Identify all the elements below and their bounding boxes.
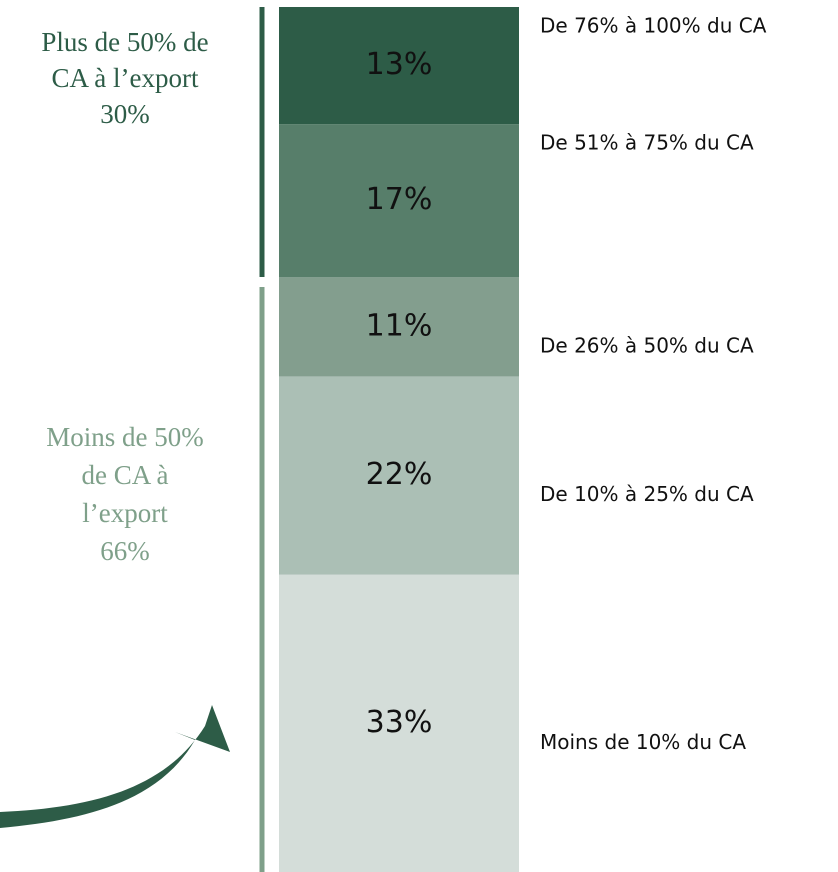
bar-segment: [279, 124, 519, 278]
value-label: 11%: [366, 308, 433, 343]
group-label: 66%: [100, 536, 150, 566]
legend-label: Moins de 10% du CA: [540, 730, 746, 754]
legend-label: De 76% à 100% du CA: [540, 14, 767, 38]
value-label: 13%: [366, 47, 433, 82]
value-label: 33%: [366, 705, 433, 740]
group-label: Plus de 50% de: [41, 27, 208, 57]
group-label: de CA à: [82, 460, 169, 490]
legend-label: De 51% à 75% du CA: [540, 131, 754, 155]
group-label: CA à l’export: [52, 63, 199, 93]
arrow: [0, 705, 230, 828]
bar-segment: [279, 7, 519, 125]
group-label: l’export: [82, 498, 168, 528]
bar-segment: [279, 376, 519, 575]
group-label: 30%: [100, 99, 150, 129]
bar-segment: [279, 574, 519, 872]
value-label: 22%: [366, 457, 433, 492]
bar-segment: [279, 277, 519, 377]
value-label: 17%: [366, 182, 433, 217]
legend-label: De 10% à 25% du CA: [540, 482, 754, 506]
legend-label: De 26% à 50% du CA: [540, 333, 754, 357]
group-label: Moins de 50%: [46, 422, 204, 452]
